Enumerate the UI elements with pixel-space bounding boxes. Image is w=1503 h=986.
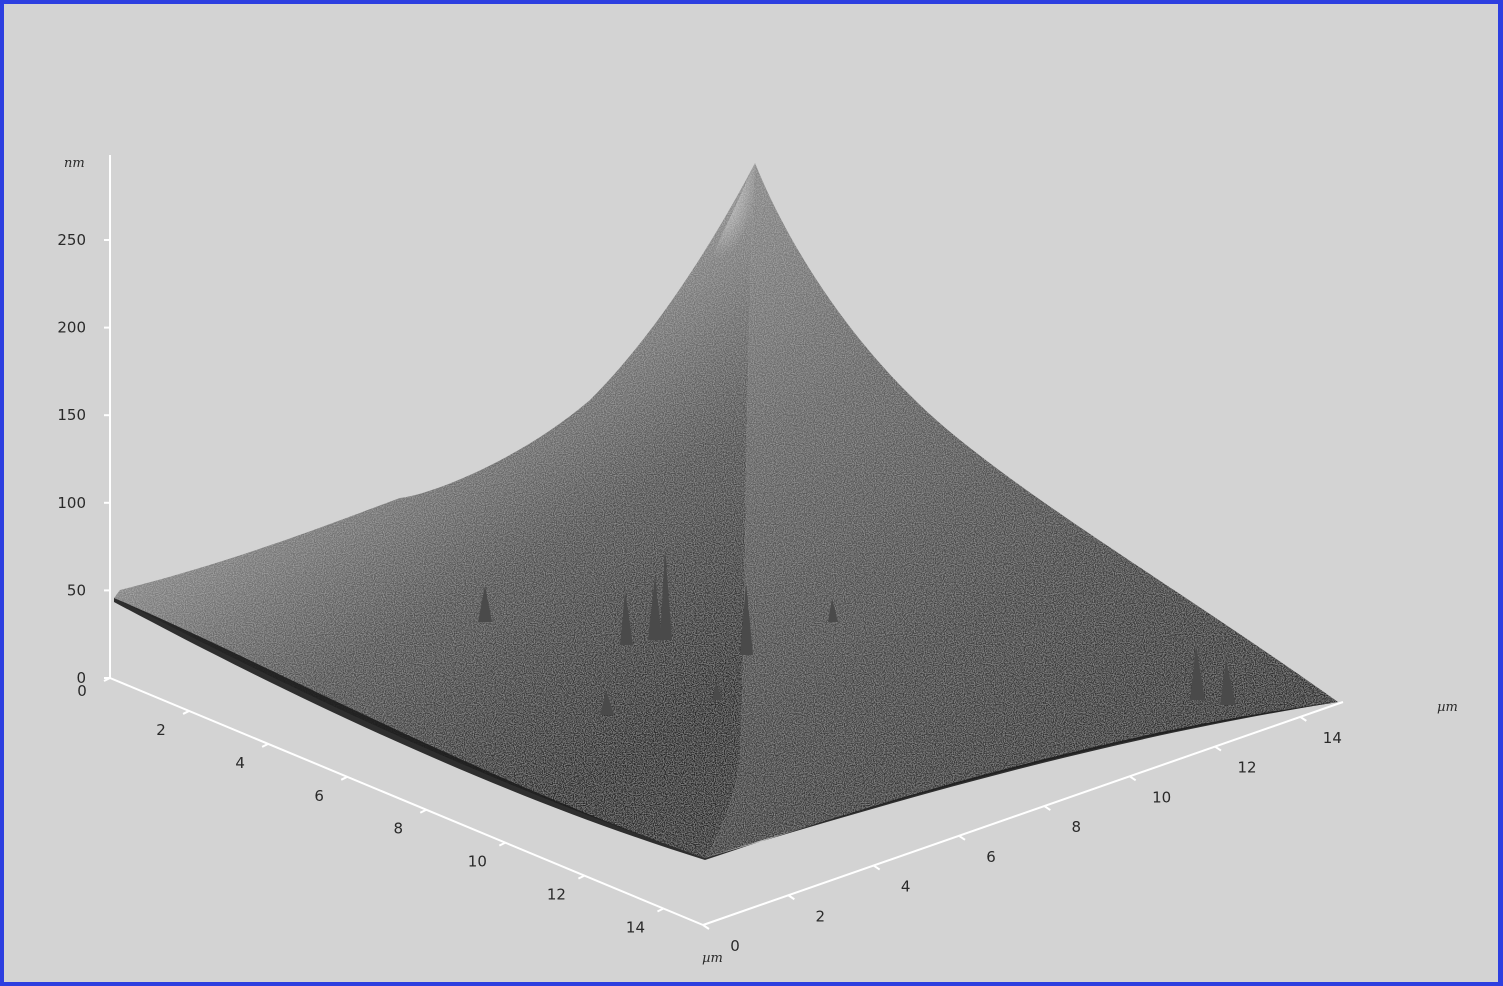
- z-tick-label: 200: [57, 319, 86, 337]
- z-tick-label: 150: [57, 406, 86, 424]
- left-tick: [577, 874, 585, 880]
- right-tick: [873, 864, 881, 871]
- right-axis-line: [702, 701, 1344, 926]
- left-tick: [498, 841, 506, 847]
- right-tick-label: 2: [816, 907, 826, 925]
- left-axis-unit: µm: [702, 951, 723, 966]
- left-tick-label: 10: [468, 853, 487, 871]
- right-tick: [787, 894, 795, 901]
- left-tick-label: 14: [626, 919, 645, 937]
- right-tick-label: 12: [1237, 759, 1256, 777]
- z-tick-label: 250: [57, 231, 86, 249]
- right-tick: [1299, 716, 1307, 722]
- right-tick: [702, 924, 710, 930]
- right-tick-label: 4: [901, 878, 911, 896]
- left-tick-label: 6: [314, 787, 324, 805]
- left-tick: [419, 808, 427, 814]
- surface: [114, 163, 1338, 860]
- right-axis-tick-labels: 0 2 4 6 8 10 12 14: [730, 729, 1342, 955]
- left-tick: [103, 677, 111, 682]
- surface-left-face: [114, 163, 755, 858]
- left-tick-label: 2: [156, 721, 166, 739]
- peak-highlight: [680, 163, 755, 320]
- z-tick-label: 0: [76, 669, 86, 687]
- z-axis-ticks: [104, 239, 110, 679]
- z-axis-unit: nm: [64, 156, 85, 171]
- left-tick-label: 0: [77, 682, 87, 700]
- right-tick: [1214, 745, 1222, 752]
- z-axis-tick-labels: 0 50 100 150 200 250: [57, 231, 86, 687]
- left-axis-ticks: [103, 677, 664, 913]
- right-tick: [1129, 775, 1137, 782]
- right-tick-label: 14: [1323, 729, 1342, 747]
- z-tick-label: 50: [67, 581, 86, 599]
- right-tick: [958, 834, 966, 841]
- left-tick-label: 12: [547, 886, 566, 904]
- left-tick: [340, 775, 348, 781]
- left-tick: [182, 710, 190, 715]
- right-tick-label: 10: [1152, 788, 1171, 806]
- right-tick-label: 6: [986, 848, 996, 866]
- right-tick-label: 0: [730, 937, 740, 955]
- left-tick: [261, 742, 269, 748]
- right-axis-ticks: [702, 716, 1307, 930]
- left-tick-label: 4: [235, 754, 245, 772]
- left-axis-line: [109, 677, 704, 926]
- right-axis-unit: µm: [1437, 700, 1458, 715]
- surface-right-face: [705, 163, 1338, 858]
- left-tick: [657, 907, 664, 913]
- z-tick-label: 100: [57, 494, 86, 512]
- right-tick: [1043, 805, 1051, 811]
- surface-spikes: [478, 548, 1236, 715]
- left-axis-tick-labels: 0 2 4 6 8 10 12 14: [77, 682, 645, 937]
- left-tick-label: 8: [393, 820, 403, 838]
- right-tick-label: 8: [1072, 818, 1082, 836]
